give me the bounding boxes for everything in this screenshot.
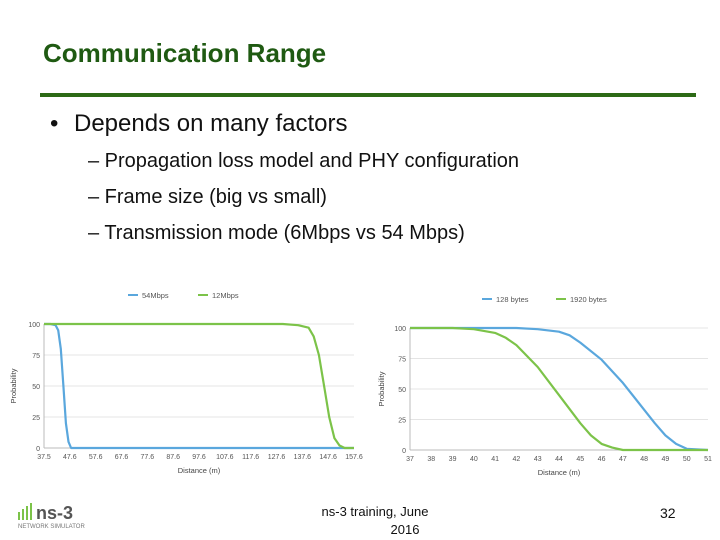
y-tick-label: 0 (36, 446, 40, 453)
y-tick-label: 100 (28, 322, 40, 329)
series-line-1 (410, 326, 708, 452)
x-tick-label: 137.6 (294, 454, 312, 461)
slide-title: Communication Range (43, 38, 327, 68)
x-tick-label: 46 (598, 456, 606, 463)
y-tick-label: 50 (32, 384, 40, 391)
x-tick-label: 87.6 (166, 454, 180, 461)
x-tick-label: 50 (683, 456, 691, 463)
x-tick-label: 37.5 (37, 454, 51, 461)
subbullet-transmission-mode: – Transmission mode (6Mbps vs 54 Mbps) (88, 222, 465, 244)
series-line-0 (44, 322, 354, 450)
x-tick-label: 43 (534, 456, 542, 463)
x-tick-label: 157.6 (345, 454, 363, 461)
x-tick-label: 47 (619, 456, 627, 463)
y-tick-label: 75 (398, 357, 406, 364)
y-tick-label: 25 (32, 415, 40, 422)
y-tick-label: 50 (398, 387, 406, 394)
x-tick-label: 127.6 (268, 454, 286, 461)
footer-line-2: 2016 (390, 522, 420, 537)
legend-label-1: 1920 bytes (570, 295, 607, 304)
chart-data-rate: 0 25 50 75 100 37.5 47.6 57.6 67.6 77.6 87.6 97.6 10… (9, 291, 363, 475)
x-tick-label: 67.6 (115, 454, 129, 461)
y-tick-label: 75 (32, 353, 40, 360)
subbullet-propagation: – Propagation loss model and PHY configu… (88, 150, 520, 172)
y-tick-label: 0 (402, 448, 406, 455)
x-tick-label: 48 (640, 456, 648, 463)
x-tick-label: 39 (449, 456, 457, 463)
title-divider (40, 93, 696, 97)
x-tick-label: 37 (406, 456, 414, 463)
series-line-0 (410, 326, 709, 452)
x-axis-title: Distance (m) (538, 468, 581, 477)
x-tick-label: 57.6 (89, 454, 103, 461)
legend-label-1: 12Mbps (212, 291, 239, 300)
subbullet-frame-size: – Frame size (big vs small) (88, 186, 327, 208)
y-axis-title: Probability (377, 371, 386, 406)
x-axis-title: Distance (m) (178, 466, 221, 475)
x-tick-label: 47.6 (63, 454, 77, 461)
ns3-logo: ns-3 NETWORK SIMULATOR (18, 503, 85, 530)
legend-label-0: 54Mbps (142, 291, 169, 300)
x-tick-label: 51 (704, 456, 712, 463)
legend-label-0: 128 bytes (496, 295, 529, 304)
bullet-dot: • (50, 110, 59, 137)
y-tick-label: 100 (394, 326, 406, 333)
x-tick-label: 38 (427, 456, 435, 463)
y-axis-title: Probability (9, 368, 18, 403)
x-tick-label: 49 (662, 456, 670, 463)
logo-subtext: NETWORK SIMULATOR (18, 524, 85, 530)
main-bullet: • Depends on many factors (50, 110, 347, 138)
x-tick-label: 40 (470, 456, 478, 463)
y-tick-label: 25 (398, 418, 406, 425)
footer-line-1: ns-3 training, June (321, 504, 429, 519)
x-tick-label: 44 (555, 456, 563, 463)
x-tick-label: 77.6 (141, 454, 155, 461)
chart-frame-size: 0 25 50 75 100 37 38 39 40 41 42 43 44 45 46 47 48 49 50 51… (377, 295, 712, 477)
series-line-1 (44, 322, 354, 450)
x-tick-label: 97.6 (192, 454, 206, 461)
x-tick-label: 107.6 (216, 454, 234, 461)
x-tick-label: 147.6 (319, 454, 337, 461)
x-tick-label: 117.6 (242, 454, 259, 461)
footer-text: ns-3 training, June 2016 (300, 503, 450, 539)
main-bullet-text: Depends on many factors (74, 110, 348, 137)
x-tick-label: 45 (576, 456, 584, 463)
page-number: 32 (660, 505, 676, 521)
logo-text: ns-3 (36, 503, 73, 523)
x-tick-label: 42 (513, 456, 521, 463)
x-tick-label: 41 (491, 456, 499, 463)
